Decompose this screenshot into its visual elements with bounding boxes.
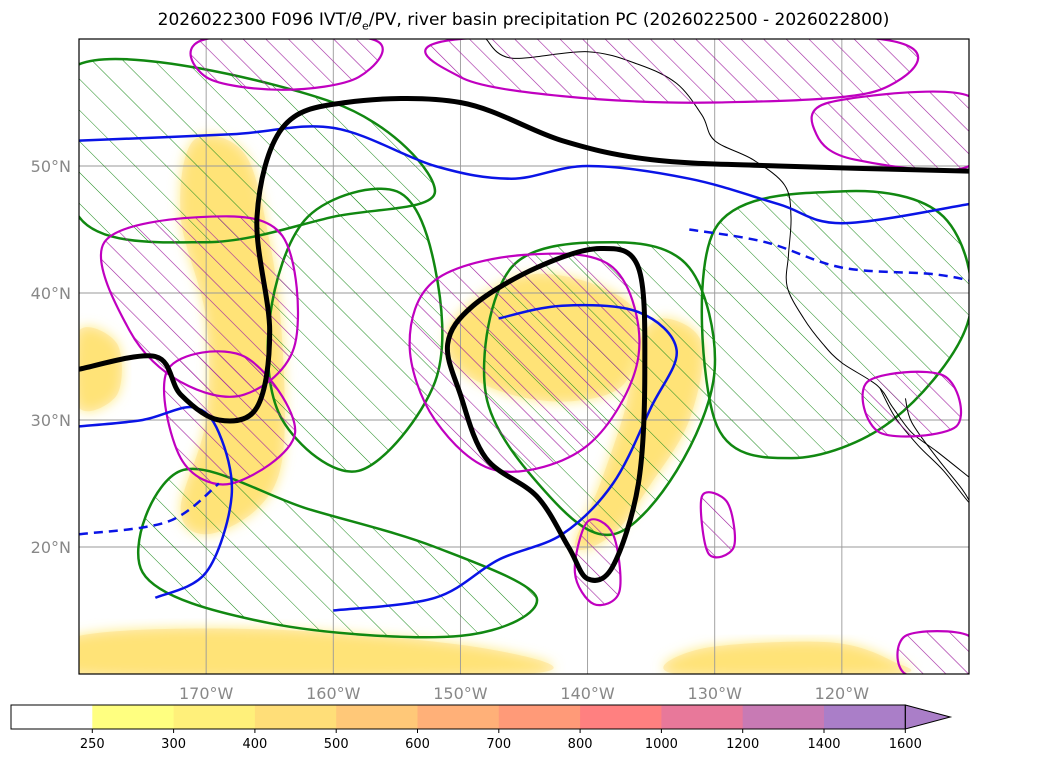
colorbar-segment bbox=[824, 705, 906, 729]
title-prefix: 2026022300 F096 IVT/ bbox=[157, 10, 352, 30]
colorbar-label: 250 bbox=[80, 737, 105, 752]
x-tick-label: 120°W bbox=[815, 684, 870, 703]
x-tick-label: 140°W bbox=[560, 684, 615, 703]
hatch-bottom-right bbox=[896, 630, 969, 674]
hatch-west bbox=[99, 215, 300, 398]
hatch-top-mid bbox=[424, 39, 920, 104]
chart-title: 2026022300 F096 IVT/θe/PV, river basin p… bbox=[0, 10, 1047, 32]
thetae-dashed-1 bbox=[79, 482, 220, 536]
colorbar-segment bbox=[254, 705, 337, 729]
ivt-south-right bbox=[663, 641, 912, 674]
x-tick-label: 150°W bbox=[433, 684, 488, 703]
colorbar-label: 1200 bbox=[726, 737, 759, 752]
colorbar-segment bbox=[742, 705, 825, 729]
colorbar-segment bbox=[92, 705, 175, 729]
hatch-east-coast bbox=[861, 370, 963, 438]
colorbar-label: 500 bbox=[324, 737, 349, 752]
colorbar-segment bbox=[11, 705, 93, 729]
y-tick-label: 30°N bbox=[31, 411, 71, 430]
colorbar-label: 1600 bbox=[889, 737, 922, 752]
colorbar-segment bbox=[173, 705, 256, 729]
colorbar-extend-arrow bbox=[904, 704, 953, 730]
ivt-far-west-core bbox=[79, 327, 122, 412]
thetae-west bbox=[79, 405, 234, 599]
ivt-south-right-core bbox=[663, 641, 912, 674]
ivt-far-west bbox=[79, 327, 122, 412]
x-tick-label: 160°W bbox=[306, 684, 361, 703]
title-theta: θ bbox=[351, 10, 362, 30]
x-tick-label: 170°W bbox=[179, 684, 234, 703]
colorbar-segment bbox=[580, 705, 662, 729]
colorbar-label: 600 bbox=[405, 737, 430, 752]
thetae-dashed-2 bbox=[689, 228, 969, 282]
thetae-central bbox=[333, 303, 678, 612]
title-suffix: /PV, river basin precipitation PC (20260… bbox=[368, 10, 890, 30]
hatch-south-small bbox=[573, 518, 622, 607]
colorbar-segment bbox=[336, 705, 418, 729]
x-tick-label: 130°W bbox=[688, 684, 743, 703]
ivt-south-left-core bbox=[79, 628, 554, 674]
thetae-north bbox=[79, 125, 969, 225]
ivt-south-left bbox=[79, 628, 554, 674]
green-south bbox=[137, 467, 539, 639]
colorbar-segment bbox=[498, 705, 581, 729]
title-subscript: e bbox=[362, 19, 369, 33]
thetae-contours bbox=[79, 125, 969, 612]
colorbar-segment bbox=[661, 705, 744, 729]
map-frame bbox=[78, 38, 970, 675]
colorbar-label: 700 bbox=[486, 737, 511, 752]
y-tick-label: 40°N bbox=[31, 284, 71, 303]
pv-west-contour bbox=[79, 95, 969, 424]
colorbar-label: 300 bbox=[161, 737, 186, 752]
colorbar-label: 800 bbox=[568, 737, 593, 752]
pv-central-contour bbox=[444, 245, 648, 583]
hatch-east-small bbox=[699, 491, 736, 559]
pv-contours bbox=[79, 95, 969, 583]
hatch-top-left bbox=[189, 39, 384, 91]
y-tick-label: 20°N bbox=[31, 538, 71, 557]
colorbar-segment bbox=[417, 705, 500, 729]
colorbar-frame bbox=[10, 704, 906, 730]
y-tick-label: 50°N bbox=[31, 157, 71, 176]
magenta-hatched-regions bbox=[99, 39, 969, 674]
colorbar-label: 1000 bbox=[645, 737, 678, 752]
colorbar-label: 400 bbox=[242, 737, 267, 752]
colorbar-label: 1400 bbox=[807, 737, 840, 752]
